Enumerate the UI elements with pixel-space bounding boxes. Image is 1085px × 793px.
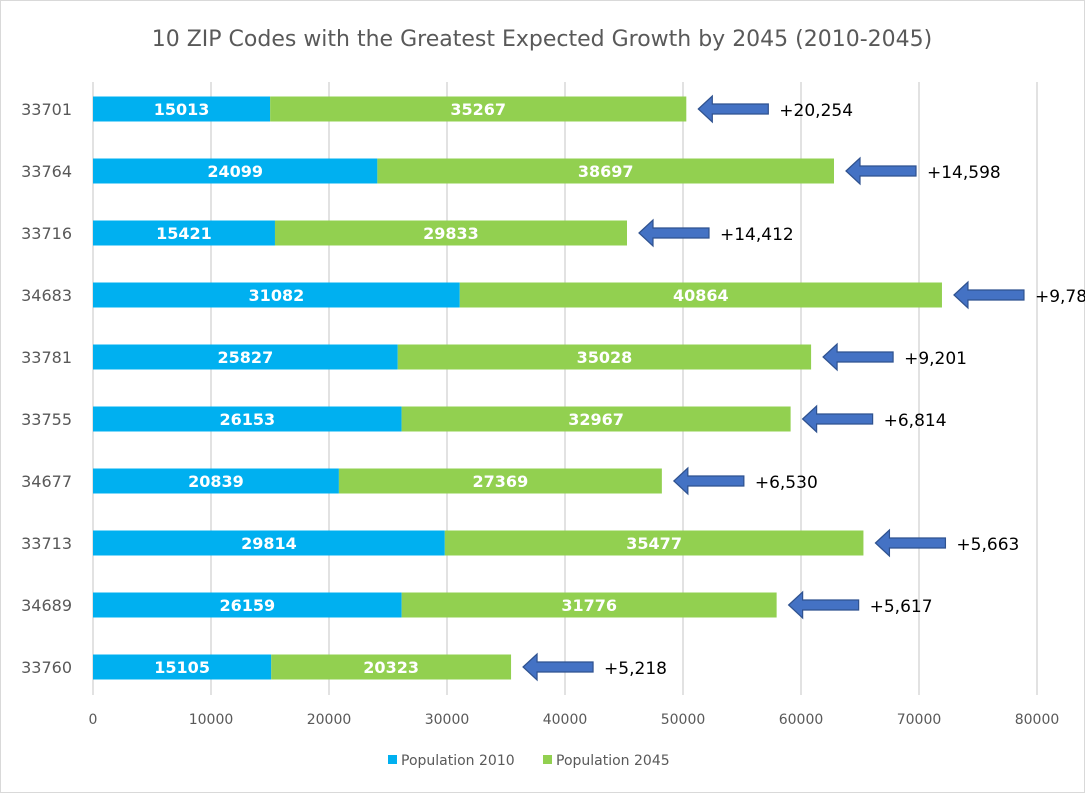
bar-segment [93,592,402,618]
left-arrow-icon [801,404,874,434]
y-tick-label: 33701 [21,100,72,119]
bar-segment [271,654,512,680]
data-label: 38697 [578,162,634,181]
left-arrow-icon [672,466,745,496]
bar-segment [93,530,445,556]
left-arrow-icon [953,280,1025,310]
data-label: 35028 [577,348,633,367]
y-tick-label: 33713 [21,534,72,553]
growth-annotation: +6,530 [755,473,818,493]
data-label: 31776 [561,596,617,615]
bar-segment [401,406,791,432]
y-tick-label: 34689 [21,596,72,615]
data-label: 15421 [156,224,212,243]
bar-segment [93,654,272,680]
left-arrow-icon [787,590,860,620]
chart-title: 10 ZIP Codes with the Greatest Expected … [152,27,933,52]
bar-segment [270,96,687,122]
bar-segment [274,220,627,246]
x-tick-label: 50000 [661,712,706,728]
growth-annotation: +14,412 [720,225,794,245]
data-label: 26159 [220,596,276,615]
data-label: 35477 [626,534,682,553]
growth-annotation: +5,218 [604,659,667,679]
bar-segment [93,158,378,184]
legend-label: Population 2045 [556,753,670,769]
growth-annotation: +5,663 [956,535,1019,555]
growth-annotation: +9,782 [1035,287,1085,307]
y-tick-label: 34683 [21,286,72,305]
bar-segment [93,282,460,308]
left-arrow-icon [874,528,947,558]
left-arrow-icon [822,342,894,372]
y-tick-label: 33760 [21,658,72,677]
legend-swatch [388,755,397,764]
data-label: 15105 [154,658,210,677]
y-tick-label: 34677 [21,472,72,491]
growth-annotation: +20,254 [779,101,853,121]
data-label: 20323 [363,658,419,677]
growth-annotation: +14,598 [927,163,1001,183]
x-tick-label: 40000 [543,712,588,728]
data-label: 15013 [154,100,210,119]
bar-segment [444,530,864,556]
data-label: 26153 [219,410,275,429]
y-tick-label: 33781 [21,348,72,367]
growth-annotation: +9,201 [904,349,967,369]
y-tick-label: 33764 [21,162,72,181]
bar-segment [93,96,271,122]
bar-segment [93,344,398,370]
bar-segment [93,468,339,494]
data-label: 31082 [249,286,305,305]
data-label: 35267 [450,100,506,119]
growth-annotation: +5,617 [870,597,933,617]
bar-segment [459,282,942,308]
bar-segment [93,406,402,432]
data-label: 25827 [218,348,274,367]
x-tick-label: 0 [89,712,98,728]
bar-segment [397,344,812,370]
legend-label: Population 2010 [401,753,515,769]
bar-segment [338,468,662,494]
left-arrow-icon [638,218,710,248]
legend-swatch [543,755,552,764]
data-label: 20839 [188,472,244,491]
data-label: 40864 [673,286,729,305]
x-tick-label: 10000 [189,712,234,728]
data-label: 29814 [241,534,297,553]
x-tick-label: 30000 [425,712,470,728]
bar-segment [377,158,834,184]
bar-segment [401,592,777,618]
left-arrow-icon [845,156,917,186]
x-tick-label: 20000 [307,712,352,728]
x-tick-label: 70000 [897,712,942,728]
data-label: 27369 [473,472,529,491]
data-label: 32967 [568,410,624,429]
y-tick-label: 33716 [21,224,72,243]
left-arrow-icon [522,652,594,682]
bar-segment [93,220,275,246]
growth-annotation: +6,814 [884,411,947,431]
data-label: 29833 [423,224,479,243]
data-label: 24099 [207,162,263,181]
left-arrow-icon [697,94,769,124]
y-tick-label: 33755 [21,410,72,429]
x-tick-label: 80000 [1015,712,1060,728]
x-tick-label: 60000 [779,712,824,728]
